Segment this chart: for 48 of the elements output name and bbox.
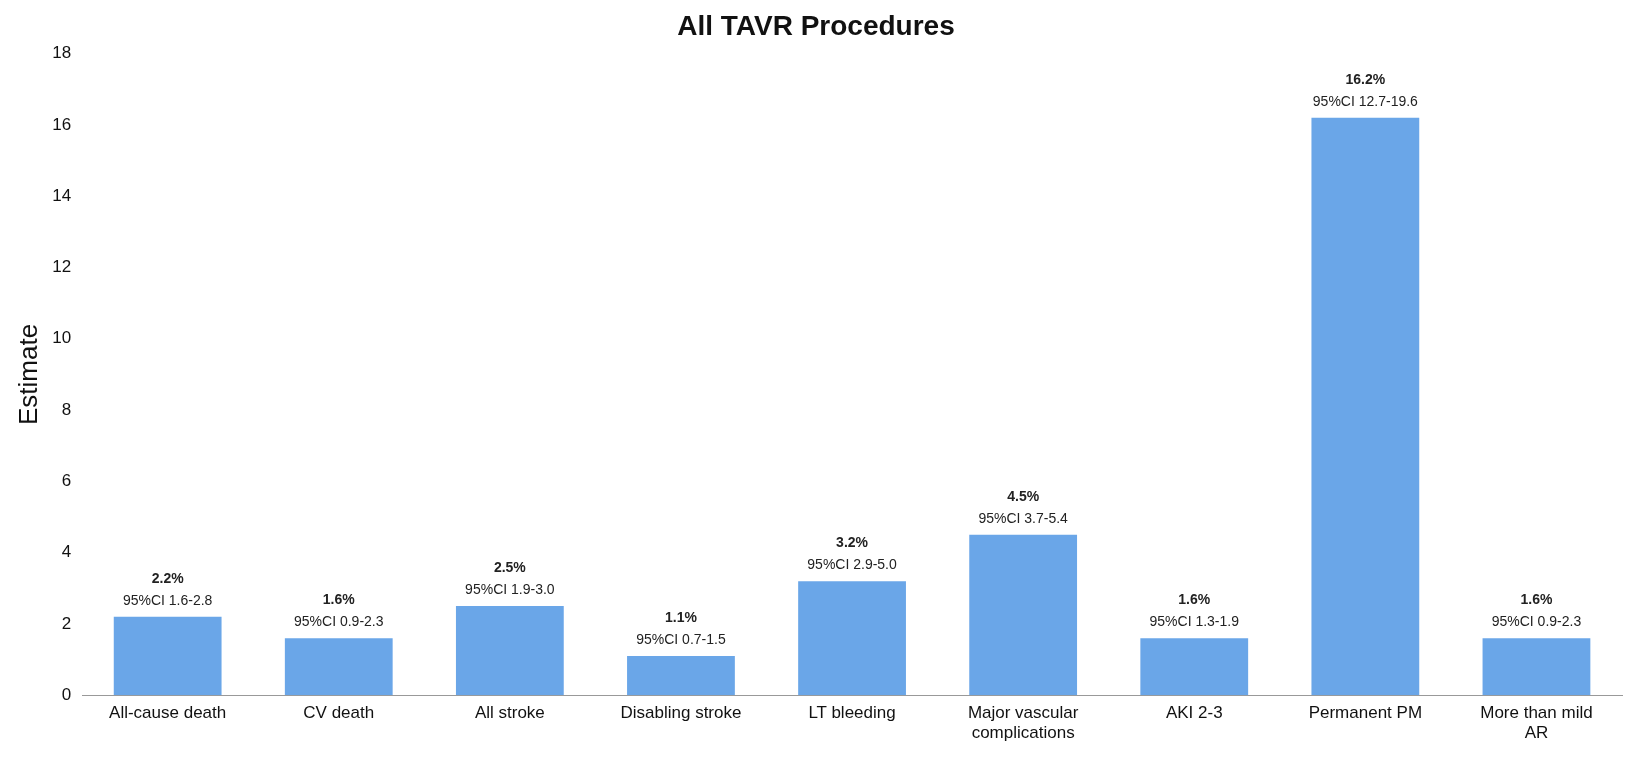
x-tick-label: All-cause death — [109, 703, 227, 723]
bar — [969, 534, 1078, 696]
chart-title: All TAVR Procedures — [677, 9, 955, 41]
bar — [113, 616, 222, 696]
bar — [1482, 638, 1591, 696]
y-tick-label: 14 — [52, 185, 72, 205]
bar — [1311, 117, 1420, 696]
y-axis-title: Estimate — [12, 323, 43, 425]
data-label: 16.2% — [1345, 70, 1386, 87]
annotation: 95%CI 0.9-2.3 — [294, 613, 384, 630]
data-label: 1.6% — [1520, 591, 1553, 608]
bar — [1140, 638, 1249, 696]
annotation: 95%CI 1.9-3.0 — [465, 581, 555, 598]
annotation: 95%CI 3.7-5.4 — [978, 509, 1069, 526]
y-tick-label: 4 — [61, 542, 72, 562]
x-tick-label: AKI 2-3 — [1165, 703, 1223, 723]
data-label: 2.5% — [493, 559, 527, 576]
bar — [798, 581, 906, 696]
annotation: 95%CI 1.6-2.8 — [122, 591, 213, 608]
y-tick-label: 18 — [52, 43, 72, 63]
x-tick-label: Permanent PM — [1308, 703, 1423, 723]
y-tick-label: 12 — [52, 257, 72, 277]
data-label: 1.6% — [1178, 591, 1211, 608]
y-tick-label: 8 — [61, 399, 72, 419]
annotation: 95%CI 0.9-2.3 — [1491, 613, 1582, 630]
x-tick-label: CV death — [303, 703, 375, 723]
bar — [284, 638, 393, 696]
y-tick-label: 2 — [61, 613, 72, 633]
x-tick-label: More than mild AR — [1480, 703, 1593, 743]
annotation: 95%CI 1.3-1.9 — [1149, 613, 1240, 630]
annotation: 95%CI 0.7-1.5 — [636, 630, 726, 647]
y-tick-label: 10 — [52, 328, 72, 348]
y-tick-label: 0 — [61, 684, 72, 704]
bar — [455, 606, 564, 696]
data-label: 4.5% — [1007, 487, 1040, 504]
annotation: 95%CI 2.9-5.0 — [807, 556, 898, 573]
data-label: 1.6% — [322, 591, 356, 608]
annotation: 95%CI 12.7-19.6 — [1312, 92, 1419, 109]
data-label: 2.2% — [151, 569, 185, 586]
data-label: 3.2% — [836, 534, 869, 551]
x-tick-label: Major vascular complications — [967, 703, 1079, 743]
x-tick-label: Disabling stroke — [620, 703, 742, 723]
x-tick-label: All stroke — [474, 703, 545, 723]
data-label: 1.1% — [664, 608, 698, 625]
x-tick-label: LT bleeding — [808, 703, 896, 723]
y-tick-label: 16 — [52, 114, 72, 134]
y-tick-label: 6 — [61, 471, 72, 491]
bar — [627, 655, 735, 696]
